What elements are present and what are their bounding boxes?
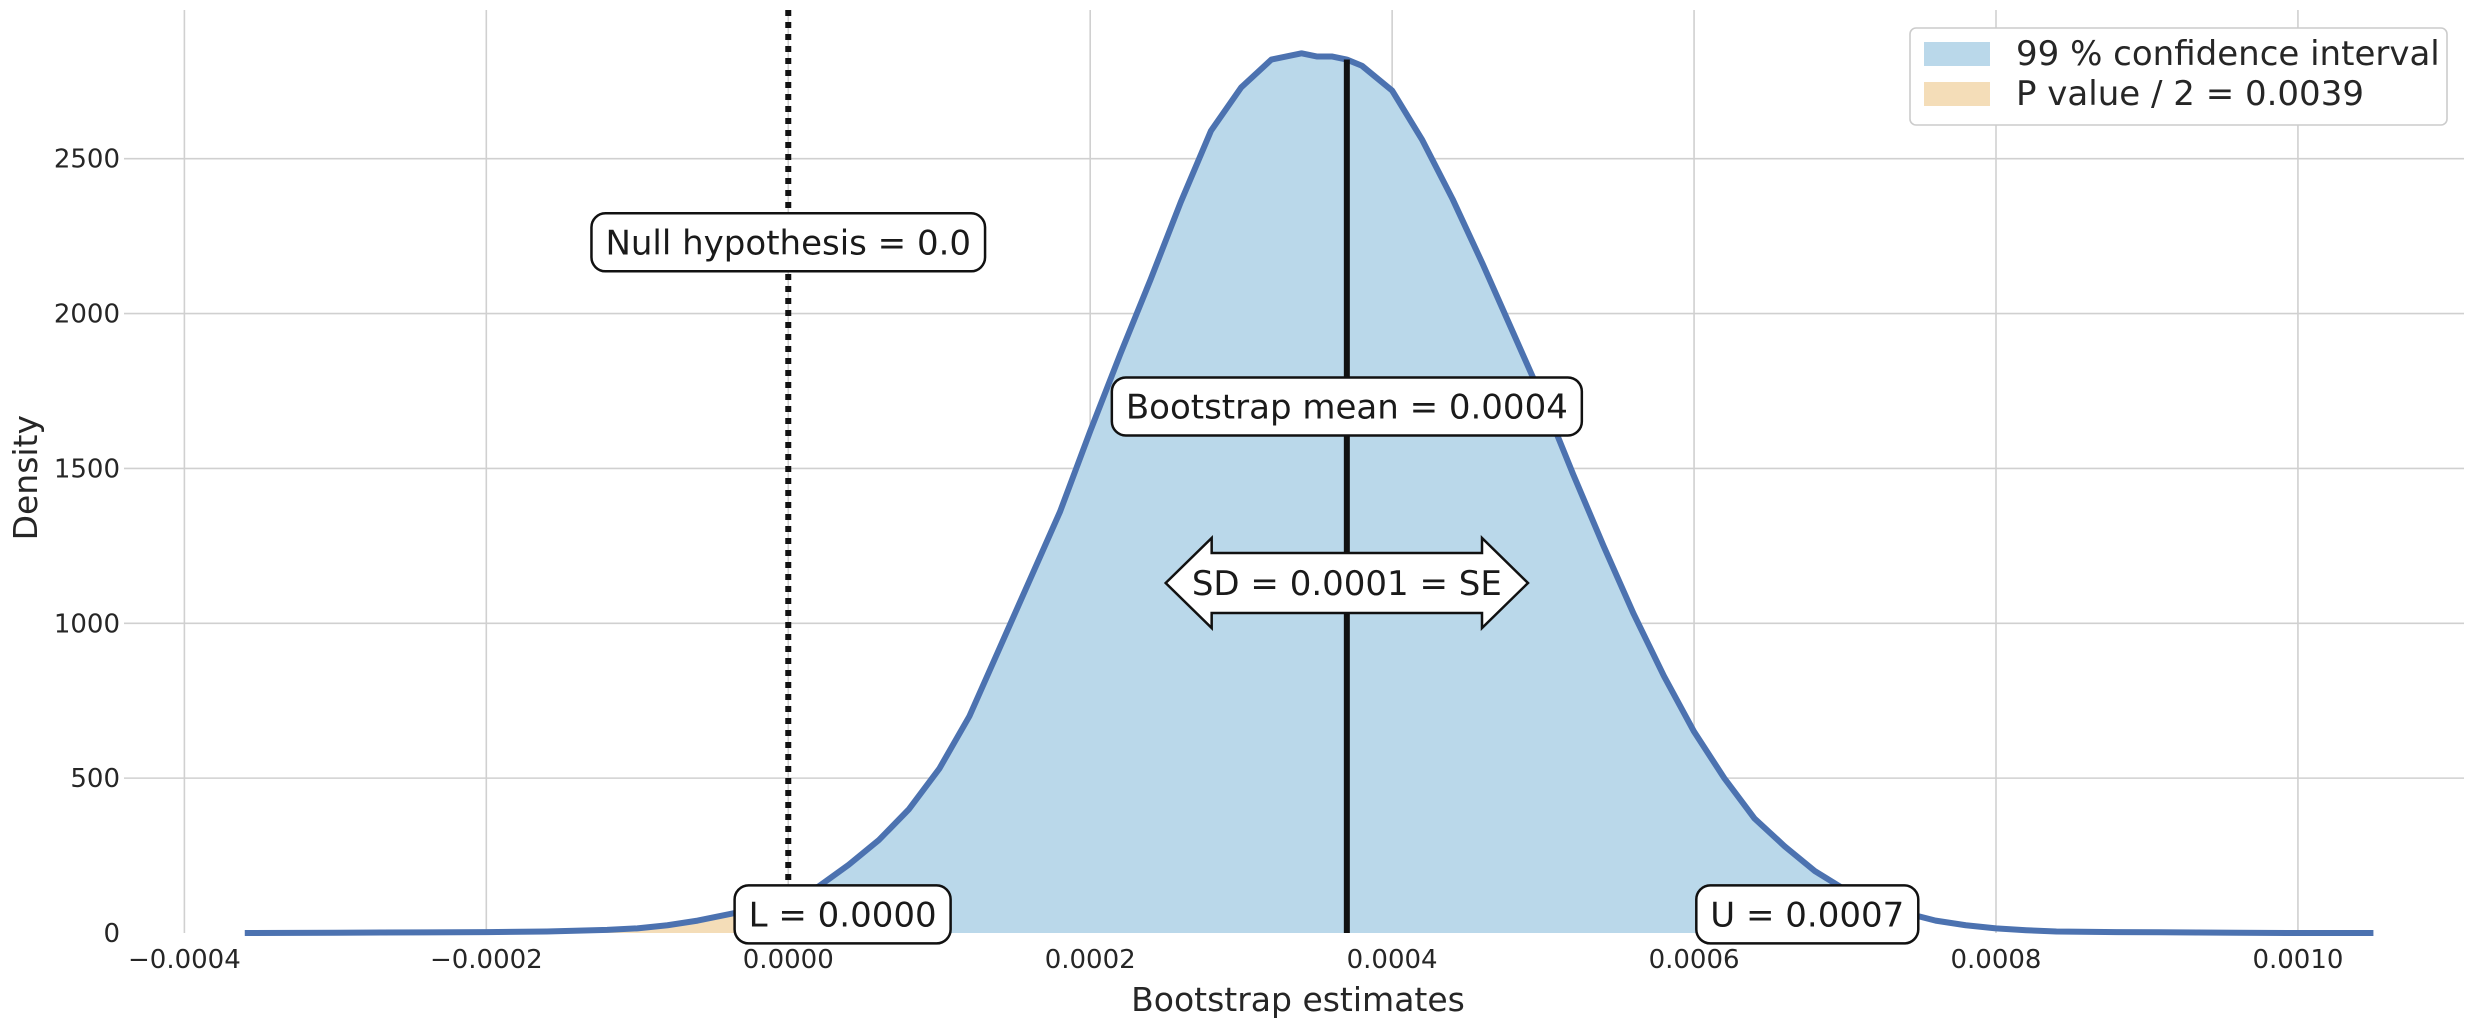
x-tick-label: 0.0006 [1649, 945, 1740, 975]
annotation-box [1695, 884, 1920, 945]
legend-swatch [1924, 82, 1990, 106]
annotation-bootstrap-mean: Bootstrap mean = 0.0004 [1110, 376, 1584, 437]
x-tick-label: −0.0002 [430, 945, 543, 975]
reference-lines [785, 10, 1350, 933]
y-tick-label: 500 [70, 764, 120, 794]
annotations: Null hypothesis = 0.0 Bootstrap mean = 0.… [590, 212, 1920, 945]
annotation-box [733, 884, 952, 945]
annotation-text: U = 0.0007 [1710, 895, 1904, 935]
y-tick-label: 2000 [54, 300, 120, 330]
x-tick-label: 0.0000 [743, 945, 834, 975]
sd-double-arrow [1163, 535, 1530, 631]
annotation-lower-bound: L = 0.0000 [733, 884, 952, 945]
x-tick-label: 0.0002 [1045, 945, 1136, 975]
legend-label: P value / 2 = 0.0039 [2016, 74, 2364, 114]
annotation-text: SD = 0.0001 = SE [1192, 564, 1502, 604]
x-axis-title: Bootstrap estimates [1131, 980, 1465, 1019]
annotation-text: Bootstrap mean = 0.0004 [1126, 387, 1568, 427]
annotation-upper-bound: U = 0.0007 [1695, 884, 1920, 945]
x-tick-label: 0.0010 [2252, 945, 2343, 975]
annotation-sd: SD = 0.0001 = SE [1163, 535, 1530, 631]
y-tick-label: 1000 [54, 609, 120, 639]
annotation-null-hypothesis: Null hypothesis = 0.0 [590, 212, 987, 273]
legend-frame [1909, 27, 2448, 126]
x-tick-label: 0.0004 [1347, 945, 1438, 975]
tick-labels: −0.0004 −0.0002 0.0000 0.0002 0.0004 0.0006 0.… [54, 145, 2344, 975]
annotation-box [1110, 376, 1584, 437]
annotation-text: L = 0.0000 [749, 895, 937, 935]
legend-swatch [1924, 42, 1990, 66]
y-axis-title: Density [6, 415, 45, 540]
y-tick-label: 0 [103, 919, 120, 949]
x-tick-label: −0.0004 [128, 945, 241, 975]
y-tick-label: 1500 [54, 454, 120, 484]
area-fills [244, 53, 1906, 933]
annotation-box [590, 212, 987, 273]
annotation-text: Null hypothesis = 0.0 [605, 223, 971, 263]
legend-label: 99 % confidence interval [2016, 34, 2440, 74]
y-tick-label: 2500 [54, 145, 120, 175]
x-tick-label: 0.0008 [1951, 945, 2042, 975]
